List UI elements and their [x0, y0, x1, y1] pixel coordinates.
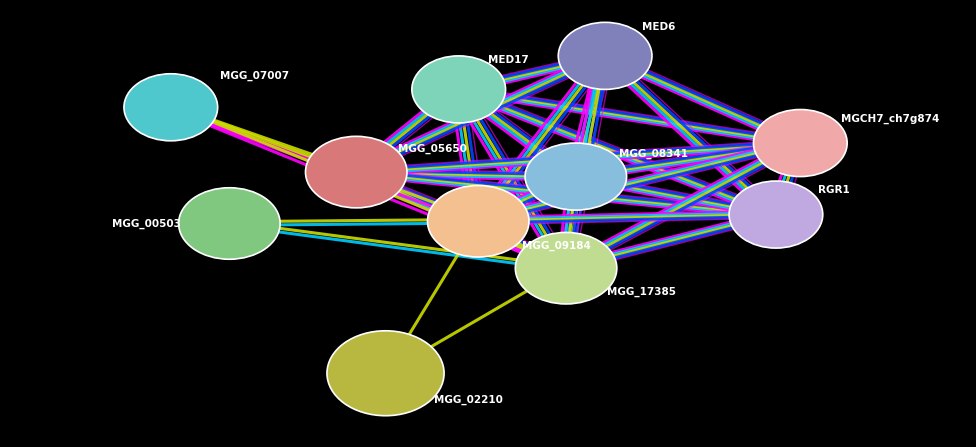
Ellipse shape	[515, 232, 617, 304]
Text: MGG_09184: MGG_09184	[522, 241, 591, 251]
Text: RGR1: RGR1	[818, 185, 850, 195]
Text: MGG_02210: MGG_02210	[434, 395, 504, 405]
Text: MGCH7_ch7g874: MGCH7_ch7g874	[841, 114, 940, 123]
Ellipse shape	[124, 74, 218, 141]
Text: MGG_05650: MGG_05650	[398, 143, 468, 153]
Ellipse shape	[427, 186, 529, 257]
Text: MED6: MED6	[642, 22, 675, 32]
Ellipse shape	[753, 110, 847, 177]
Ellipse shape	[179, 188, 280, 259]
Ellipse shape	[558, 22, 652, 89]
Ellipse shape	[729, 181, 823, 248]
Text: MGG_08341: MGG_08341	[619, 149, 688, 159]
Ellipse shape	[327, 331, 444, 416]
Text: MGG_00503: MGG_00503	[112, 219, 182, 228]
Ellipse shape	[305, 136, 407, 208]
Ellipse shape	[412, 56, 506, 123]
Text: MED17: MED17	[488, 55, 529, 65]
Ellipse shape	[525, 143, 627, 210]
Text: MGG_17385: MGG_17385	[607, 287, 676, 296]
Text: MGG_07007: MGG_07007	[220, 71, 289, 81]
